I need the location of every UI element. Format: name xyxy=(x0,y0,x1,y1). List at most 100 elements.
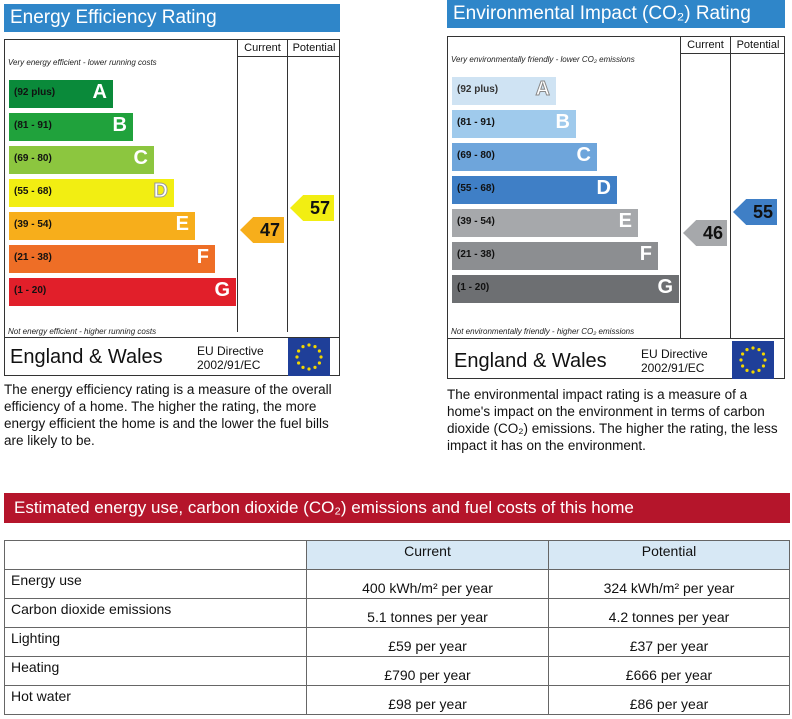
eu-star-icon xyxy=(317,361,321,365)
environment-region: England & Wales xyxy=(454,350,607,372)
energy-region: England & Wales xyxy=(10,346,163,368)
environment-col-potential: Potential xyxy=(730,37,785,54)
energy-band-f: (21 - 38) F xyxy=(9,245,215,273)
energy-band-range: (81 - 91) xyxy=(14,120,52,131)
eu-star-icon xyxy=(761,364,765,368)
table-row: Carbon dioxide emissions 5.1 tonnes per y… xyxy=(4,598,790,628)
energy-band-range: (1 - 20) xyxy=(14,285,47,296)
table-cell-current: 400 kWh/m² per year xyxy=(306,569,549,599)
eu-star-icon xyxy=(295,355,299,359)
eu-flag-icon xyxy=(288,338,330,376)
eu-star-icon xyxy=(319,355,323,359)
energy-band-letter: B xyxy=(112,114,127,136)
environment-band-letter: C xyxy=(576,144,591,166)
energy-panel-title: Energy Efficiency Rating xyxy=(4,4,340,32)
table-header-potential: Potential xyxy=(548,540,790,570)
environment-band-a: (92 plus) A xyxy=(452,77,556,105)
table-header-current: Current xyxy=(306,540,549,570)
eu-star-icon xyxy=(301,345,305,349)
environment-band-f: (21 - 38) F xyxy=(452,242,658,270)
table-cell-potential: £86 per year xyxy=(548,685,790,715)
environment-band-letter: E xyxy=(618,210,632,232)
environment-band-range: (55 - 68) xyxy=(457,183,495,194)
estimates-section-title: Estimated energy use, carbon dioxide (CO… xyxy=(4,493,790,523)
estimates-table: Current Potential Energy use 400 kWh/m² p… xyxy=(4,540,790,715)
environment-description: The environmental impact rating is a mea… xyxy=(447,387,778,453)
energy-directive: EU Directive 2002/91/EC xyxy=(197,344,264,372)
table-cell-label: Lighting xyxy=(4,627,307,657)
energy-col-current: Current xyxy=(237,40,287,57)
eu-star-icon xyxy=(757,348,761,352)
table-cell-label: Energy use xyxy=(4,569,307,599)
eu-star-icon xyxy=(751,370,755,374)
energy-band-range: (21 - 38) xyxy=(14,252,52,263)
table-cell-potential: £666 per year xyxy=(548,656,790,686)
eu-star-icon xyxy=(757,368,761,372)
table-row: Lighting £59 per year £37 per year xyxy=(4,627,790,657)
table-row: Energy use 400 kWh/m² per year 324 kWh/m² … xyxy=(4,569,790,599)
eu-star-icon xyxy=(761,352,765,356)
energy-band-range: (92 plus) xyxy=(14,87,56,98)
eu-star-icon xyxy=(317,349,321,353)
environment-band-letter: B xyxy=(555,111,570,133)
table-cell-label: Carbon dioxide emissions xyxy=(4,598,307,628)
eu-star-icon xyxy=(751,346,755,350)
environment-band-c: (69 - 80) C xyxy=(452,143,597,171)
environment-col-current: Current xyxy=(680,37,730,54)
environment-bottom-note: Not environmentally friendly - higher CO… xyxy=(451,327,635,336)
environment-panel-title: Environmental Impact (CO₂) Rating xyxy=(447,0,785,28)
table-row: Heating £790 per year £666 per year xyxy=(4,656,790,686)
energy-band-letter: A xyxy=(92,81,107,103)
energy-band-g: (1 - 20) G xyxy=(9,278,236,306)
eu-star-icon xyxy=(741,364,745,368)
eu-star-icon xyxy=(313,345,317,349)
eu-flag-icon xyxy=(732,341,774,379)
energy-band-d: (55 - 68) D xyxy=(9,179,174,207)
environment-band-range: (21 - 38) xyxy=(457,249,495,260)
environment-band-range: (69 - 80) xyxy=(457,150,495,161)
eu-star-icon xyxy=(741,352,745,356)
environment-current-rating-arrow: 46 xyxy=(683,220,727,246)
eu-star-icon xyxy=(745,368,749,372)
eu-star-icon xyxy=(763,358,767,362)
table-header-row: Current Potential xyxy=(4,540,790,570)
eu-star-icon xyxy=(313,365,317,369)
environment-top-note: Very environmentally friendly - lower CO… xyxy=(451,55,635,64)
environment-chart-box: Current Potential Very environmentally f… xyxy=(447,36,785,379)
table-row: Hot water £98 per year £86 per year xyxy=(4,685,790,715)
energy-current-rating-arrow: 47 xyxy=(240,217,284,243)
energy-band-c: (69 - 80) C xyxy=(9,146,154,174)
energy-band-letter: D xyxy=(153,180,168,203)
environment-band-range: (92 plus) xyxy=(457,84,499,95)
energy-band-b: (81 - 91) B xyxy=(9,113,133,141)
energy-col-potential: Potential xyxy=(287,40,340,57)
eu-star-icon xyxy=(297,361,301,365)
energy-potential-rating-arrow: 57 xyxy=(290,195,334,221)
environment-band-range: (39 - 54) xyxy=(457,216,495,227)
environment-potential-rating-arrow: 55 xyxy=(733,199,777,225)
eu-star-icon xyxy=(745,348,749,352)
table-cell-current: £98 per year xyxy=(306,685,549,715)
energy-band-letter: C xyxy=(133,147,148,169)
environment-band-g: (1 - 20) G xyxy=(452,275,679,303)
environment-band-b: (81 - 91) B xyxy=(452,110,576,138)
environment-band-letter: A xyxy=(535,78,550,101)
eu-star-icon xyxy=(739,358,743,362)
environment-band-e: (39 - 54) E xyxy=(452,209,638,237)
eu-star-icon xyxy=(307,343,311,347)
energy-band-a: (92 plus) A xyxy=(9,80,113,108)
environment-band-range: (81 - 91) xyxy=(457,117,495,128)
energy-bottom-note: Not energy efficient - higher running co… xyxy=(8,327,157,336)
table-cell-label: Hot water xyxy=(4,685,307,715)
eu-star-icon xyxy=(307,367,311,371)
environment-band-range: (1 - 20) xyxy=(457,282,490,293)
environment-band-letter: D xyxy=(596,177,611,199)
table-cell-potential: 324 kWh/m² per year xyxy=(548,569,790,599)
table-cell-potential: £37 per year xyxy=(548,627,790,657)
table-cell-current: £59 per year xyxy=(306,627,549,657)
energy-top-note: Very energy efficient - lower running co… xyxy=(8,58,157,67)
table-cell-current: 5.1 tonnes per year xyxy=(306,598,549,628)
energy-description: The energy efficiency rating is a measur… xyxy=(4,382,332,448)
energy-chart-box: Current Potential Very energy efficient … xyxy=(4,39,340,376)
table-cell-current: £790 per year xyxy=(306,656,549,686)
